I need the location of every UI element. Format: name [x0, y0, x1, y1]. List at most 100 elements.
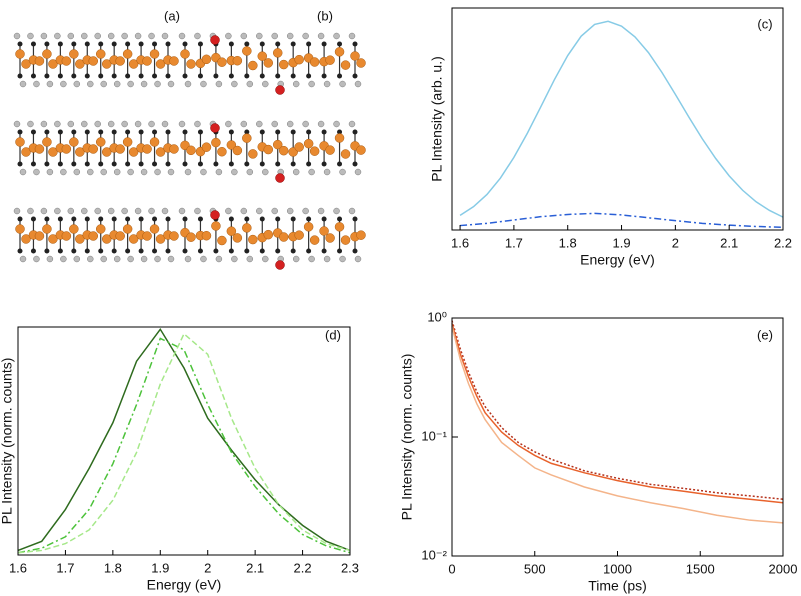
h-atom — [323, 168, 331, 176]
si-atom — [356, 145, 366, 155]
h-atom — [167, 168, 175, 176]
c-atom — [228, 41, 234, 47]
si-atom — [226, 140, 237, 150]
c-atom — [182, 129, 188, 135]
si-atom — [278, 232, 289, 242]
c-atom — [337, 73, 343, 79]
c-atom — [57, 129, 63, 135]
c-atom — [306, 129, 312, 135]
data-line — [17, 337, 351, 554]
si-atom — [334, 133, 345, 143]
c-atom — [197, 41, 203, 47]
h-atom — [46, 80, 54, 88]
h-atom — [19, 168, 27, 176]
c-atom — [306, 216, 312, 222]
h-atom — [13, 207, 21, 215]
h-atom — [317, 207, 325, 215]
si-atom — [149, 49, 160, 59]
c-atom — [17, 216, 23, 222]
c-atom — [84, 41, 90, 47]
o-atom — [275, 173, 285, 183]
h-atom — [73, 80, 81, 88]
si-atom — [211, 221, 221, 231]
x-tick-label: 1.9 — [612, 235, 630, 250]
x-tick-label: 0 — [448, 561, 455, 576]
c-atom — [111, 41, 117, 47]
h-atom — [94, 120, 101, 128]
x-tick-label: 1.6 — [9, 560, 27, 575]
h-atom — [19, 255, 27, 263]
si-atom — [21, 59, 31, 69]
h-atom — [19, 80, 27, 88]
si-atom — [34, 56, 45, 66]
si-atom — [48, 147, 58, 157]
h-atom — [100, 255, 107, 263]
h-atom — [94, 207, 101, 215]
si-atom — [263, 229, 274, 240]
si-atom — [303, 138, 314, 149]
h-atom — [67, 32, 75, 40]
x-tick-label: 1.7 — [505, 235, 523, 250]
h-atom — [140, 255, 148, 263]
si-atom — [75, 147, 85, 157]
si-atom — [155, 147, 166, 157]
c-atom — [197, 73, 203, 79]
si-atom — [340, 235, 351, 245]
c-atom — [259, 248, 265, 254]
h-atom — [46, 255, 54, 263]
h-atom — [348, 32, 356, 40]
si-atom — [42, 224, 52, 234]
si-atom — [122, 137, 133, 147]
panel-label: (d) — [325, 327, 341, 342]
c-atom — [290, 161, 296, 167]
h-atom — [94, 32, 101, 40]
c-atom — [125, 248, 131, 254]
c-atom — [165, 73, 171, 79]
h-atom — [354, 168, 362, 176]
si-atom — [201, 142, 212, 152]
c-atom — [125, 129, 131, 135]
c-atom — [337, 216, 343, 222]
si-atom — [309, 235, 320, 245]
c-atom — [259, 129, 265, 135]
c-atom — [125, 73, 131, 79]
c-atom — [57, 248, 63, 254]
si-atom — [325, 145, 335, 155]
h-atom — [107, 207, 115, 215]
si-atom — [101, 234, 112, 244]
c-atom — [152, 248, 158, 254]
c-atom — [84, 161, 90, 167]
c-atom — [57, 161, 63, 167]
y-axis-label: PL Intensity (arb. u.) — [429, 56, 445, 182]
h-atom — [140, 168, 148, 176]
c-atom — [30, 248, 36, 254]
c-atom — [71, 161, 77, 167]
h-atom — [178, 207, 186, 215]
h-atom — [60, 255, 67, 263]
si-atom — [42, 49, 52, 59]
si-atom — [294, 142, 304, 152]
h-atom — [323, 255, 331, 263]
h-atom — [323, 80, 331, 88]
h-atom — [333, 120, 340, 128]
si-atom — [232, 233, 243, 243]
c-atom — [71, 216, 77, 222]
c-atom — [228, 161, 234, 167]
h-atom — [148, 120, 155, 128]
c-atom — [71, 248, 77, 254]
h-atom — [107, 32, 115, 40]
si-atom — [334, 222, 345, 232]
x-tick-label: 500 — [524, 561, 546, 576]
x-tick-label: 2.1 — [246, 560, 264, 575]
c-atom — [275, 41, 281, 47]
si-atom — [217, 235, 227, 246]
si-atom — [294, 230, 304, 240]
c-atom — [30, 41, 36, 47]
h-atom — [308, 255, 315, 263]
h-atom — [46, 168, 54, 176]
si-atom — [34, 144, 45, 154]
h-atom — [194, 207, 201, 215]
c-atom — [152, 73, 158, 79]
c-atom — [138, 73, 144, 79]
si-atom — [272, 139, 283, 150]
